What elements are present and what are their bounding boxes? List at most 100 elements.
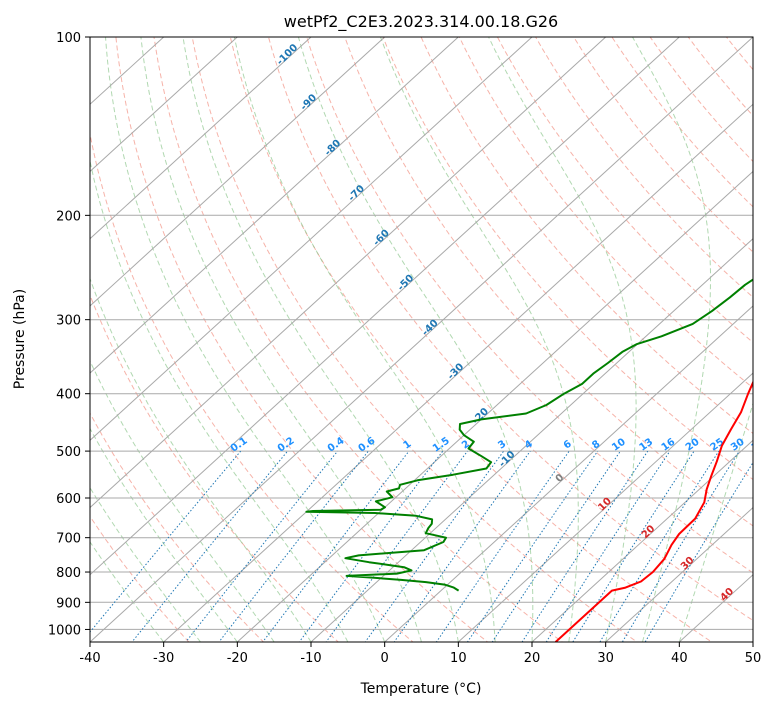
mixing-ratio-line bbox=[393, 450, 531, 642]
y-tick-label: 800 bbox=[56, 566, 81, 581]
dry-adiabat-line bbox=[115, 37, 489, 642]
mixing-ratio-line bbox=[298, 450, 444, 642]
isotherm-line bbox=[605, 506, 753, 642]
isotherm-line bbox=[236, 170, 753, 642]
line-labels: 0.1 0.2 0.4 0.6 1 1.5 2 3 4 6 8 10 13 16 20 25 30 36-100-… bbox=[229, 42, 768, 604]
y-tick-label: 500 bbox=[56, 445, 81, 460]
isotherm-line bbox=[90, 37, 753, 642]
mixing-ratio-line bbox=[435, 450, 570, 642]
isotherm-line bbox=[457, 372, 753, 642]
dry-adiabat-line bbox=[90, 293, 339, 642]
mixing-ratio-line bbox=[466, 450, 599, 642]
x-tick-label: 50 bbox=[745, 651, 762, 666]
dry-adiabat-line bbox=[344, 37, 753, 527]
x-tick-label: 40 bbox=[671, 651, 688, 666]
isotherm-line bbox=[90, 37, 459, 374]
dry-adiabat-line bbox=[90, 515, 190, 642]
isotherm-line bbox=[90, 37, 312, 240]
mixing-ratio-label: 36 bbox=[750, 437, 768, 454]
y-tick-label: 100 bbox=[56, 31, 81, 46]
isotherm-line bbox=[384, 305, 753, 642]
plot-frame bbox=[89, 36, 754, 643]
mixing-ratio-label: 8 bbox=[590, 439, 602, 452]
moist-adiabat-line bbox=[90, 359, 275, 642]
dry-adiabat-line bbox=[420, 37, 753, 435]
moist-adiabat-line bbox=[90, 277, 312, 642]
x-tick-label: -30 bbox=[153, 651, 174, 666]
isotherm-line bbox=[310, 237, 753, 642]
temperature-profile-line bbox=[554, 380, 753, 642]
isotherm-line bbox=[90, 37, 607, 509]
mixing-ratio-line bbox=[572, 450, 695, 642]
dry-adiabat-label: 0 bbox=[554, 472, 567, 485]
chart-title: wetPf2_C2E3.2023.314.00.18.G26 bbox=[284, 12, 558, 32]
dry-adiabat-label: 20 bbox=[640, 523, 658, 541]
background-lines bbox=[90, 37, 753, 642]
dry-adiabat-line bbox=[649, 37, 753, 163]
y-axis: 100 200 300 400 500 600 700 800 900 1000 bbox=[48, 31, 90, 638]
dry-adiabat-line bbox=[90, 131, 414, 642]
mixing-ratio-label: 1.5 bbox=[431, 435, 452, 454]
dry-adiabat-line bbox=[725, 37, 753, 71]
moist-adiabat-line bbox=[678, 401, 753, 642]
mixing-ratio-line bbox=[599, 450, 720, 642]
mixing-ratio-line bbox=[364, 450, 505, 642]
dry-adiabat-label: -70 bbox=[346, 183, 367, 204]
mixing-ratio-line bbox=[491, 450, 621, 642]
mixing-ratio-label: 0.6 bbox=[357, 435, 378, 454]
isotherm-line bbox=[90, 37, 680, 576]
dry-adiabat-line bbox=[153, 37, 564, 642]
dry-adiabat-line bbox=[458, 37, 753, 389]
mixing-ratio-line bbox=[262, 450, 410, 642]
mixing-ratio-line bbox=[131, 450, 288, 642]
x-tick-label: 0 bbox=[381, 651, 389, 666]
dry-adiabat-line bbox=[267, 37, 753, 622]
dry-adiabat-line bbox=[191, 37, 638, 642]
y-axis-label: Pressure (hPa) bbox=[12, 289, 28, 389]
moist-adiabat-line bbox=[632, 37, 711, 642]
dry-adiabat-label: 30 bbox=[679, 555, 697, 573]
x-tick-label: 10 bbox=[450, 651, 467, 666]
dewpoint-profile-line bbox=[305, 278, 753, 592]
y-tick-label: 900 bbox=[56, 596, 81, 611]
moist-adiabat-line bbox=[90, 427, 238, 642]
y-tick-label: 1000 bbox=[48, 623, 81, 638]
y-tick-label: 700 bbox=[56, 532, 81, 547]
dry-adiabat-label: -20 bbox=[471, 406, 492, 427]
dry-adiabat-label: 40 bbox=[719, 586, 737, 604]
isotherm-line bbox=[90, 37, 386, 307]
x-tick-label: 30 bbox=[597, 651, 614, 666]
mixing-ratio-line bbox=[545, 450, 671, 642]
mixing-ratio-line bbox=[644, 461, 753, 642]
x-tick-label: 20 bbox=[524, 651, 541, 666]
isotherm-line bbox=[163, 103, 753, 642]
y-tick-label: 300 bbox=[56, 314, 81, 329]
moist-adiabat-line bbox=[182, 37, 459, 642]
mixing-ratio-label: 1 bbox=[402, 439, 414, 452]
moist-adiabat-line bbox=[90, 158, 349, 642]
y-tick-label: 200 bbox=[56, 209, 81, 224]
dry-adiabat-line bbox=[382, 37, 753, 481]
x-axis-label: Temperature (°C) bbox=[360, 681, 482, 697]
x-tick-label: -40 bbox=[79, 651, 100, 666]
mixing-ratio-label: 4 bbox=[523, 439, 535, 452]
dry-adiabat-label: -90 bbox=[299, 92, 320, 113]
mixing-ratio-line bbox=[325, 450, 468, 642]
profile-lines bbox=[305, 278, 753, 642]
isotherm-line bbox=[531, 439, 753, 642]
moist-adiabat-line bbox=[105, 37, 386, 642]
dry-adiabat-label: -60 bbox=[371, 228, 392, 249]
isotherm-line bbox=[752, 641, 753, 642]
x-tick-label: -10 bbox=[300, 651, 321, 666]
dry-adiabat-label: -50 bbox=[396, 273, 417, 294]
moist-adiabat-line bbox=[90, 486, 201, 642]
dry-adiabat-label: -40 bbox=[420, 318, 441, 339]
dry-adiabat-line bbox=[496, 37, 753, 344]
mixing-ratio-line bbox=[90, 450, 242, 633]
x-tick-label: -20 bbox=[227, 651, 248, 666]
y-tick-label: 600 bbox=[56, 492, 81, 507]
x-axis: -40 -30 -20 -10 0 10 20 30 40 50 bbox=[79, 642, 761, 666]
isotherm-line bbox=[90, 37, 533, 442]
isotherm-line bbox=[90, 37, 238, 173]
mixing-ratio-label: 0.1 bbox=[229, 435, 250, 454]
